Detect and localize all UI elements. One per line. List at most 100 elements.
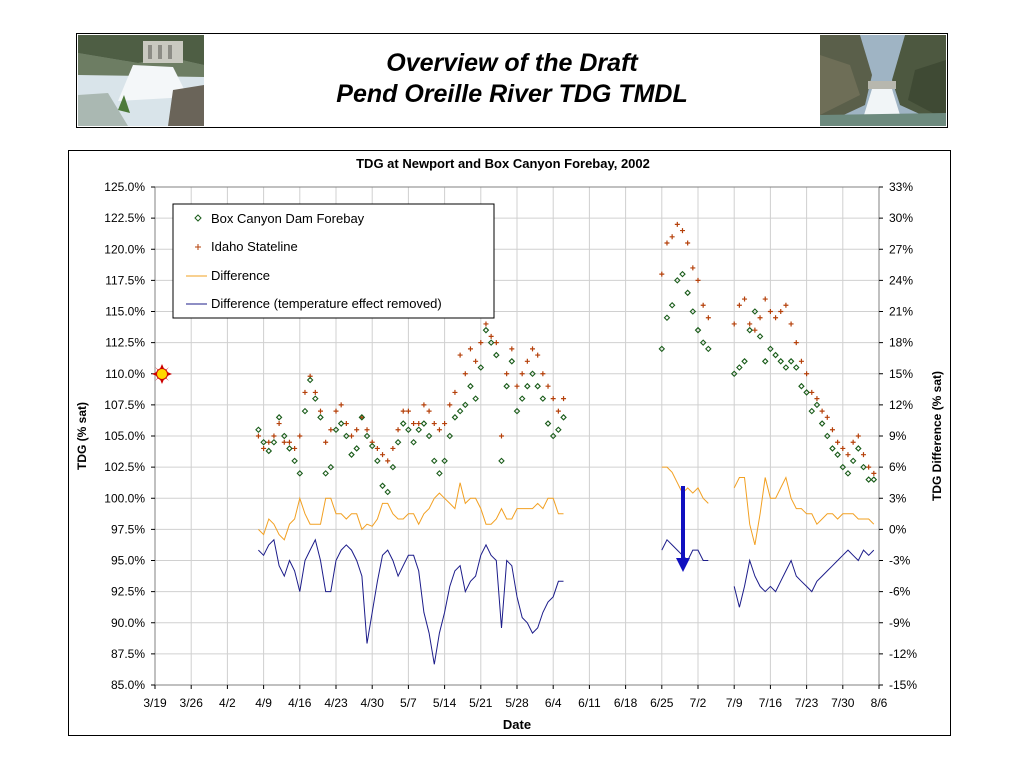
stateline-point <box>840 445 846 451</box>
forebay-point <box>456 407 464 415</box>
stateline-point <box>286 439 292 445</box>
forebay-point <box>363 432 371 440</box>
stateline-point <box>530 346 536 352</box>
stateline-point <box>312 389 318 395</box>
forebay-point <box>813 401 821 409</box>
forebay-point <box>425 432 433 440</box>
stateline-point <box>845 452 851 458</box>
stateline-point <box>426 408 432 414</box>
forebay-point <box>761 358 769 365</box>
forebay-point <box>849 457 857 465</box>
forebay-point <box>689 308 697 315</box>
forebay-point <box>777 358 785 365</box>
stateline-point <box>783 302 789 308</box>
y2-tick-label: 27% <box>889 242 913 256</box>
stateline-point <box>349 433 355 439</box>
forebay-point <box>296 470 304 477</box>
stateline-point <box>473 358 479 364</box>
x-tick-label: 8/6 <box>871 696 888 710</box>
series-line-difference-temp <box>258 538 564 665</box>
stateline-point <box>669 234 675 240</box>
y-tick-label: 100.0% <box>104 491 145 505</box>
forebay-point <box>694 326 702 334</box>
forebay-point <box>860 463 867 471</box>
y-tick-label: 90.0% <box>111 616 145 630</box>
stateline-point <box>431 421 437 427</box>
forebay-point <box>824 432 831 440</box>
y-tick-label: 85.0% <box>111 678 145 692</box>
x-tick-label: 7/9 <box>726 696 743 710</box>
forebay-point <box>818 420 826 427</box>
y-tick-label: 110.0% <box>105 367 145 381</box>
y2-tick-label: 6% <box>889 460 907 474</box>
stateline-point <box>809 389 815 395</box>
forebay-point <box>730 370 738 378</box>
forebay-point <box>767 345 774 353</box>
stateline-point <box>524 358 530 364</box>
x-tick-label: 6/25 <box>650 696 674 710</box>
stateline-point <box>395 427 401 433</box>
stateline-point <box>271 433 277 439</box>
stateline-point <box>679 228 685 234</box>
forebay-point <box>513 407 521 415</box>
forebay-point <box>544 420 552 427</box>
stateline-point <box>509 346 515 352</box>
stateline-point <box>664 240 670 246</box>
forebay-point <box>493 351 500 359</box>
stateline-point <box>545 383 551 389</box>
y2-tick-label: -3% <box>889 554 911 568</box>
dam-spillway-photo <box>78 35 204 126</box>
stateline-point <box>452 389 458 395</box>
stateline-point <box>519 371 525 377</box>
x-tick-label: 5/14 <box>433 696 457 710</box>
forebay-point <box>834 451 841 458</box>
forebay-point <box>415 426 423 434</box>
forebay-point <box>808 407 816 415</box>
forebay-point <box>508 358 516 365</box>
stateline-point <box>674 221 680 227</box>
x-tick-label: 3/26 <box>180 696 204 710</box>
stateline-point <box>493 340 499 346</box>
forebay-point <box>658 345 666 353</box>
stateline-point <box>302 389 308 395</box>
legend-box <box>172 203 495 319</box>
stateline-point <box>467 346 473 352</box>
y-tick-label: 95.0% <box>111 554 145 568</box>
series-line-difference <box>258 482 564 541</box>
x-tick-label: 5/21 <box>469 696 493 710</box>
stateline-point <box>514 383 520 389</box>
y-tick-label: 105.0% <box>104 429 145 443</box>
y2-tick-label: -9% <box>889 616 911 630</box>
stateline-point <box>442 421 448 427</box>
stateline-point <box>814 396 820 402</box>
forebay-point <box>668 301 676 309</box>
forebay-point <box>844 470 852 477</box>
forebay-point <box>534 382 541 390</box>
forebay-point <box>477 364 485 371</box>
stateline-point <box>411 421 417 427</box>
x-tick-label: 4/23 <box>324 696 348 710</box>
y2-tick-label: 0% <box>889 522 907 536</box>
forebay-point <box>436 470 443 477</box>
stateline-point <box>819 408 825 414</box>
forebay-point <box>260 438 267 446</box>
legend-plus-icon <box>195 244 201 250</box>
y-tick-label: 122.5% <box>104 211 145 225</box>
stateline-point <box>685 240 691 246</box>
series-line-difference-temp <box>661 538 709 562</box>
stateline-point <box>773 315 779 321</box>
forebay-point <box>389 463 397 471</box>
stateline-point <box>297 433 303 439</box>
stateline-point <box>390 445 396 451</box>
dam-gorge-image <box>820 35 946 126</box>
stateline-point <box>540 371 546 377</box>
chart-series <box>255 221 878 665</box>
legend-item-difference-temp: Difference (temperature effect removed) <box>186 296 442 311</box>
forebay-point <box>792 364 800 371</box>
forebay-point <box>787 358 795 365</box>
y2-tick-label: -15% <box>889 678 917 692</box>
stateline-point <box>535 352 541 358</box>
y2-axis-label: TDG Difference (% sat) <box>930 371 944 501</box>
stateline-point <box>405 408 411 414</box>
forebay-point <box>803 389 810 396</box>
